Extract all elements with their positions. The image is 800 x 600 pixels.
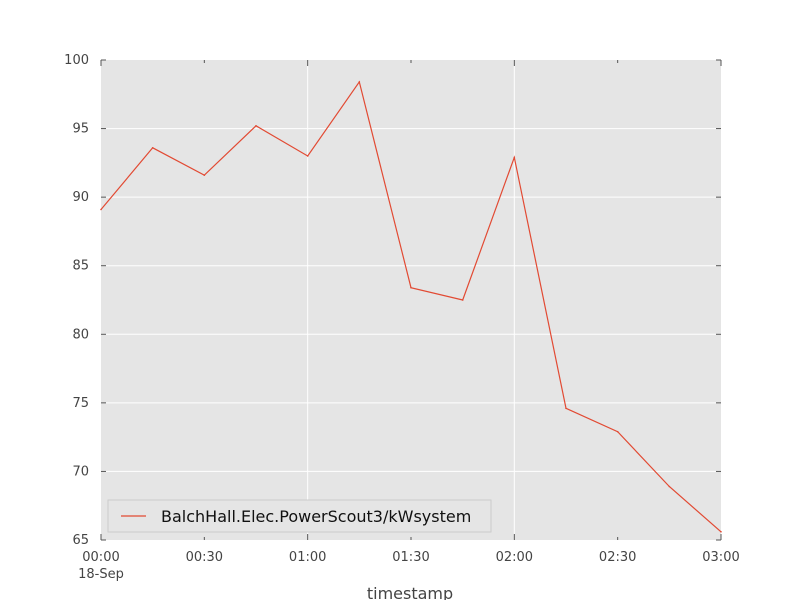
x-tick-label: 01:00 [289,550,326,565]
x-axis-title: timestamp [367,584,453,600]
data-point [410,286,412,289]
plot-area [101,60,721,540]
y-tick-label: 90 [72,190,89,205]
data-point [565,407,567,410]
y-tick-label: 100 [64,53,89,68]
x-tick-label: 01:30 [392,550,429,565]
legend-box [107,499,492,533]
data-point [513,156,516,159]
data-point [461,299,464,301]
x-tick-label: 00:30 [186,550,223,565]
x-tick-label: 02:30 [599,550,636,565]
data-point [255,125,257,127]
x-axis-date-label: 18-Sep [78,567,124,582]
y-tick-label: 75 [72,396,89,411]
tick-labels: 65 70 75 80 85 90 95 100 00:00 00:30 01:00 01:30 02:… [64,53,740,565]
data-point [358,81,361,83]
legend-series-label: BalchHall.Elec.PowerScout3/kWsystem [161,507,471,526]
legend: BalchHall.Elec.PowerScout3/kWsystem [107,499,492,533]
data-point [306,155,309,157]
data-point [668,485,671,488]
x-tick-label: 00:00 [82,550,119,565]
axis-ticks [100,59,722,541]
x-tick-label: 03:00 [702,550,739,565]
y-tick-label: 80 [72,327,89,342]
y-tick-label: 85 [72,259,89,274]
x-tick-label: 02:00 [496,550,533,565]
data-point [151,147,154,149]
y-tick-label: 95 [72,122,89,137]
grid-lines [101,60,721,540]
data-point [720,531,722,533]
y-tick-label: 65 [72,533,89,548]
series-layer [100,80,722,533]
data-point [203,174,206,176]
data-point [616,430,619,433]
data-point [100,208,102,211]
y-tick-label: 70 [72,464,89,479]
